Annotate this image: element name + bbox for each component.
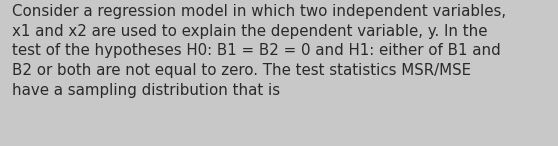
Text: Consider a regression model in which two independent variables,
x1 and x2 are us: Consider a regression model in which two… (12, 4, 507, 98)
